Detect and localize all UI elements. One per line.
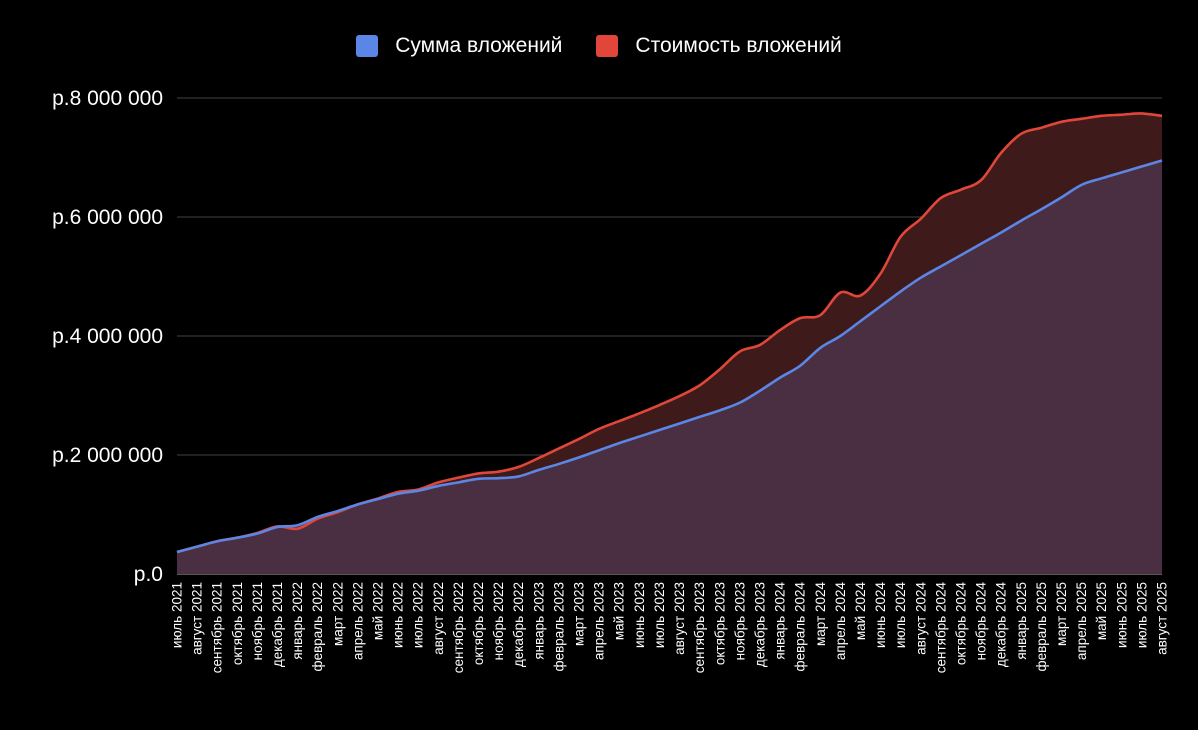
x-tick-label: сентябрь 2021 (210, 582, 225, 673)
x-tick-label: октябрь 2023 (712, 582, 727, 665)
x-tick-label: август 2021 (190, 582, 205, 655)
series-area-invested (177, 160, 1162, 575)
x-tick-label: ноябрь 2021 (250, 582, 265, 660)
x-tick-label: август 2025 (1155, 582, 1170, 655)
x-tick-label: октябрь 2024 (953, 582, 968, 666)
x-tick-label: февраль 2023 (551, 582, 566, 672)
x-tick-label: февраль 2022 (310, 582, 325, 672)
x-tick-label: февраль 2024 (793, 582, 808, 672)
x-tick-label: апрель 2024 (833, 582, 848, 661)
x-tick-label: октябрь 2022 (471, 582, 486, 665)
x-tick-label: май 2022 (371, 582, 386, 640)
x-tick-label: июль 2025 (1134, 582, 1149, 648)
legend-item-value[interactable]: Стоимость вложений (596, 34, 842, 58)
legend-swatch-invested (356, 35, 379, 57)
x-tick-label: декабрь 2024 (994, 582, 1009, 668)
x-tick-label: январь 2024 (773, 582, 788, 660)
series-lines (176, 112, 1163, 554)
x-tick-label: сентябрь 2024 (933, 582, 948, 674)
x-tick-label: июль 2022 (411, 582, 426, 648)
series-line-invested (176, 159, 1163, 554)
x-tick-label: июнь 2022 (391, 582, 406, 648)
y-tick-label: р.2 000 000 (52, 444, 163, 467)
legend-label-value: Стоимость вложений (635, 34, 842, 57)
x-tick-label: сентябрь 2022 (451, 582, 466, 673)
x-tick-label: апрель 2022 (350, 582, 365, 660)
x-tick-label: ноябрь 2022 (491, 582, 506, 660)
x-tick-label: май 2023 (612, 582, 627, 640)
x-tick-label: август 2023 (672, 582, 687, 655)
x-tick-label: август 2022 (431, 582, 446, 655)
x-tick-label: март 2023 (572, 582, 587, 646)
x-tick-label: июль 2024 (893, 582, 908, 649)
y-axis: р.0 р.2 000 000 р.4 000 000 р.6 000 000 р.8 … (52, 87, 163, 586)
x-tick-label: февраль 2025 (1034, 582, 1049, 672)
x-tick-label: июль 2021 (170, 582, 185, 648)
x-tick-label: январь 2025 (1014, 582, 1029, 660)
x-tick-label: октябрь 2021 (230, 582, 245, 665)
x-tick-label: январь 2022 (290, 582, 305, 660)
x-tick-label: ноябрь 2023 (732, 582, 747, 660)
x-axis: июль 2021 август 2021 сентябрь 2021 октябрь… (170, 582, 1170, 674)
x-tick-label: декабрь 2021 (270, 582, 285, 667)
x-tick-label: март 2025 (1054, 582, 1069, 646)
x-tick-label: август 2024 (913, 582, 928, 655)
legend: Сумма вложений Стоимость вложений (0, 34, 1198, 58)
x-tick-label: апрель 2025 (1074, 582, 1089, 660)
legend-label-invested: Сумма вложений (395, 34, 563, 57)
x-tick-label: май 2025 (1094, 582, 1109, 640)
x-tick-label: июль 2023 (652, 582, 667, 648)
x-tick-label: июнь 2025 (1114, 582, 1129, 648)
x-tick-label: сентябрь 2023 (692, 582, 707, 673)
y-tick-label: р.8 000 000 (52, 87, 163, 110)
x-tick-label: январь 2023 (531, 582, 546, 660)
x-tick-label: март 2022 (330, 582, 345, 646)
x-tick-label: ноябрь 2024 (974, 582, 989, 661)
y-tick-label: р.4 000 000 (52, 325, 163, 348)
x-tick-label: декабрь 2023 (752, 582, 767, 667)
x-tick-label: июнь 2024 (873, 582, 888, 648)
y-tick-label: р.6 000 000 (52, 206, 163, 229)
x-tick-label: март 2024 (813, 582, 828, 646)
x-tick-label: май 2024 (853, 582, 868, 641)
y-tick-label: р.0 (134, 563, 163, 586)
x-tick-label: декабрь 2022 (511, 582, 526, 667)
x-tick-label: апрель 2023 (592, 582, 607, 660)
x-tick-label: июнь 2023 (632, 582, 647, 648)
series-areas (177, 113, 1162, 575)
legend-swatch-value (596, 35, 619, 57)
legend-item-invested[interactable]: Сумма вложений (356, 34, 562, 58)
